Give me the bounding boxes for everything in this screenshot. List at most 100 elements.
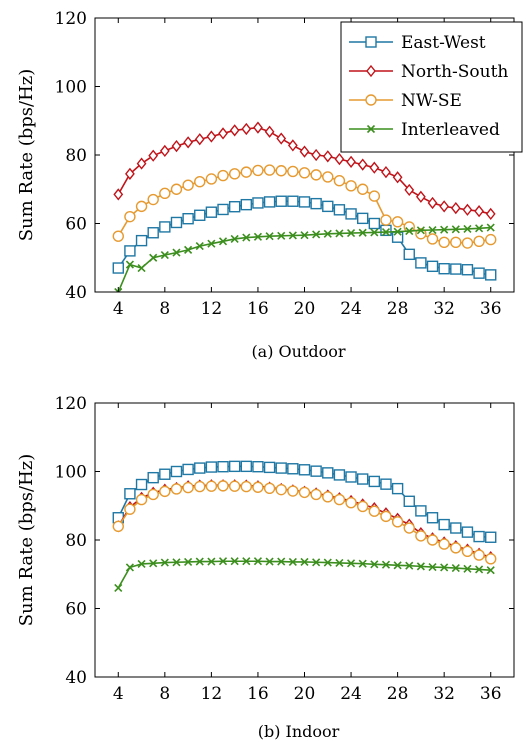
data-point xyxy=(311,148,322,162)
data-point xyxy=(415,257,427,269)
data-point xyxy=(438,236,450,249)
chart-caption: (b) Indoor xyxy=(258,722,340,741)
data-point xyxy=(473,267,485,279)
data-point xyxy=(370,228,379,237)
data-point xyxy=(405,561,414,570)
data-point xyxy=(159,221,171,233)
data-point xyxy=(159,144,170,158)
data-point xyxy=(345,496,357,509)
data-point xyxy=(125,167,135,180)
data-point xyxy=(310,197,322,210)
x-tick-label: 20 xyxy=(294,299,316,319)
legend-entry: North-South xyxy=(349,62,508,82)
data-point xyxy=(416,562,425,571)
data-point xyxy=(392,171,403,184)
data-point xyxy=(381,166,391,179)
data-point xyxy=(333,469,346,481)
data-point xyxy=(428,225,437,235)
data-point xyxy=(439,200,450,213)
data-point xyxy=(228,201,241,213)
data-point xyxy=(380,478,392,490)
data-point xyxy=(485,269,497,281)
data-point xyxy=(426,512,439,524)
data-point xyxy=(112,520,124,532)
data-point xyxy=(356,500,369,513)
data-point xyxy=(240,166,253,178)
data-point xyxy=(112,262,124,274)
data-point xyxy=(170,183,183,195)
data-point xyxy=(426,233,439,245)
data-point xyxy=(345,471,357,483)
data-point xyxy=(463,224,472,234)
data-point xyxy=(345,208,357,220)
legend-marker xyxy=(365,36,377,48)
data-point xyxy=(288,557,297,566)
data-point xyxy=(240,480,253,493)
y-tick-label: 40 xyxy=(65,283,87,303)
data-point xyxy=(415,190,426,203)
legend-marker xyxy=(366,64,376,78)
data-point xyxy=(288,231,297,240)
data-point xyxy=(207,557,216,566)
plot-area xyxy=(112,121,497,292)
series-north-south xyxy=(113,121,496,221)
legend-marker xyxy=(365,94,377,106)
x-tick-label: 32 xyxy=(433,299,455,319)
y-tick-label: 40 xyxy=(65,668,87,688)
data-point xyxy=(334,152,345,166)
data-point xyxy=(252,197,264,209)
y-axis-title: Sum Rate (bps/Hz) xyxy=(16,69,37,242)
data-point xyxy=(391,231,404,243)
data-point xyxy=(137,263,146,273)
data-point xyxy=(335,558,344,568)
data-point xyxy=(114,583,123,593)
data-point xyxy=(322,150,333,163)
data-point xyxy=(461,526,474,538)
data-point xyxy=(217,203,229,216)
series-nw-se xyxy=(112,480,497,565)
data-point xyxy=(183,136,194,149)
y-tick-label: 80 xyxy=(65,531,87,551)
data-point xyxy=(194,209,206,221)
x-tick-label: 24 xyxy=(340,684,362,704)
data-point xyxy=(194,133,205,146)
data-point xyxy=(205,206,218,218)
data-point xyxy=(368,217,381,230)
data-point xyxy=(358,559,367,568)
data-point xyxy=(228,460,241,473)
data-point xyxy=(486,566,495,575)
data-point xyxy=(380,224,392,237)
data-point xyxy=(310,488,322,501)
y-tick-label: 100 xyxy=(55,463,87,483)
data-point xyxy=(205,461,218,473)
data-point xyxy=(182,179,194,191)
data-point xyxy=(265,557,274,566)
data-point xyxy=(415,530,427,542)
data-point xyxy=(450,263,462,275)
data-point xyxy=(194,480,206,493)
data-point xyxy=(427,196,438,210)
data-point xyxy=(228,480,241,492)
data-point xyxy=(426,260,439,273)
data-point xyxy=(137,559,146,569)
data-point xyxy=(207,239,216,248)
outdoor-chart: 4 8 12 16 20 24 28 32 36 40 60 80 100 120 Sum Rate (bp… xyxy=(16,9,523,361)
data-point xyxy=(450,236,462,249)
legend: East-West North-South NW-SE Interleaved xyxy=(340,21,523,153)
data-point xyxy=(310,169,322,181)
y-axis-title: Sum Rate (bps/Hz) xyxy=(16,454,37,627)
data-point xyxy=(462,203,473,216)
data-point xyxy=(124,210,136,223)
data-point xyxy=(345,180,357,192)
data-point xyxy=(415,505,427,517)
data-point xyxy=(275,483,287,496)
data-point xyxy=(252,164,264,177)
chart-caption: (a) Outdoor xyxy=(251,342,345,361)
data-point xyxy=(475,565,484,574)
x-tick-label: 24 xyxy=(340,299,362,319)
data-point xyxy=(171,139,182,153)
data-point xyxy=(287,165,299,178)
data-point xyxy=(230,234,239,243)
data-point xyxy=(277,231,286,240)
data-point xyxy=(114,287,123,292)
